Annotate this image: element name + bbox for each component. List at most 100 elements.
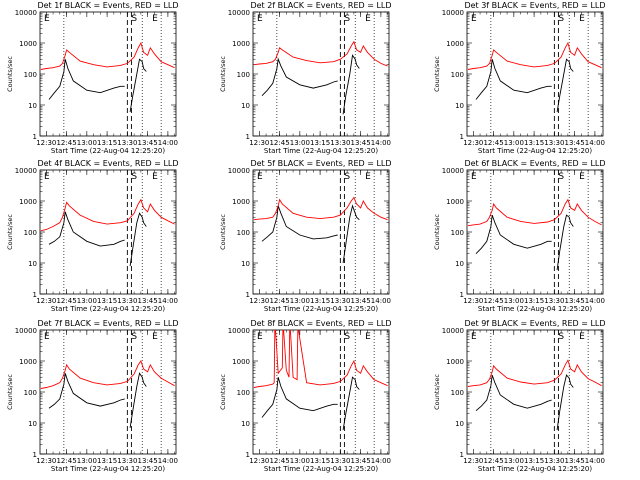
y-axis-label: Counts/sec bbox=[433, 56, 441, 92]
y-tick-label: 1 bbox=[33, 133, 37, 141]
event-rate-line bbox=[129, 372, 147, 428]
y-tick-label: 1 bbox=[460, 291, 464, 299]
y-tick-label: 1000 bbox=[19, 40, 37, 48]
x-axis-label: Start Time (22-Aug-04 12:25:20) bbox=[51, 305, 165, 313]
lld-rate-line bbox=[40, 41, 175, 70]
corner-mark: S bbox=[344, 14, 350, 24]
corner-mark: E bbox=[152, 14, 158, 24]
y-tick-label: 1000 bbox=[232, 358, 250, 366]
x-tick-label: 12:30 bbox=[249, 139, 269, 147]
x-tick-label: 12:30 bbox=[463, 139, 483, 147]
corner-mark: E bbox=[579, 14, 585, 24]
x-tick-label: 13:30 bbox=[330, 457, 350, 465]
panel-title: Det 9f BLACK = Events, RED = LLD bbox=[464, 319, 605, 328]
event-rate-line bbox=[342, 54, 360, 115]
event-rate-line bbox=[342, 204, 360, 264]
x-axis-label: Start Time (22-Aug-04 12:25:20) bbox=[51, 465, 165, 473]
plot-frame bbox=[252, 329, 390, 455]
y-axis-label: Counts/sec bbox=[6, 56, 14, 92]
x-tick-label: 13:00 bbox=[77, 457, 97, 465]
x-tick-label: 13:30 bbox=[117, 139, 137, 147]
x-tick-label: 12:30 bbox=[463, 297, 483, 305]
y-tick-label: 1000 bbox=[446, 198, 464, 206]
x-tick-label: 13:15 bbox=[97, 297, 117, 305]
y-tick-label: 100 bbox=[24, 229, 37, 237]
x-tick-label: 13:00 bbox=[290, 297, 310, 305]
plot-frame bbox=[39, 11, 177, 137]
x-tick-label: 12:45 bbox=[56, 297, 76, 305]
y-tick-label: 1000 bbox=[19, 358, 37, 366]
y-tick-label: 10 bbox=[28, 102, 37, 110]
event-rate-line bbox=[556, 374, 574, 430]
x-tick-label: 13:15 bbox=[97, 457, 117, 465]
x-tick-label: 13:45 bbox=[565, 139, 585, 147]
panel-title: Det 3f BLACK = Events, RED = LLD bbox=[464, 1, 605, 10]
corner-mark: S bbox=[344, 172, 350, 182]
corner-mark: E bbox=[44, 172, 50, 182]
y-tick-label: 100 bbox=[451, 229, 464, 237]
event-rate-line bbox=[129, 58, 147, 112]
panel: Det 9f BLACK = Events, RED = LLD 1 10 100 10… bbox=[433, 319, 606, 473]
lld-rate-line bbox=[467, 359, 602, 387]
y-tick-label: 1000 bbox=[232, 40, 250, 48]
x-axis-label: Start Time (22-Aug-04 12:25:20) bbox=[51, 147, 165, 155]
x-tick-label: 13:15 bbox=[310, 297, 330, 305]
event-rate-line bbox=[48, 59, 125, 100]
x-tick-label: 13:30 bbox=[330, 139, 350, 147]
x-tick-label: 13:00 bbox=[77, 297, 97, 305]
corner-mark: E bbox=[471, 172, 477, 182]
plot-frame bbox=[466, 11, 604, 137]
y-tick-label: 10 bbox=[455, 420, 464, 428]
x-tick-label: 12:30 bbox=[249, 297, 269, 305]
y-axis-label: Counts/sec bbox=[219, 374, 227, 410]
x-tick-label: 13:15 bbox=[524, 297, 544, 305]
y-tick-label: 10 bbox=[241, 420, 250, 428]
x-tick-label: 13:45 bbox=[565, 297, 585, 305]
lld-rate-line bbox=[253, 196, 388, 221]
corner-mark: E bbox=[257, 332, 263, 342]
event-rate-line bbox=[475, 59, 552, 100]
y-tick-label: 10000 bbox=[228, 9, 250, 17]
y-tick-label: 1000 bbox=[232, 198, 250, 206]
y-tick-label: 100 bbox=[237, 229, 250, 237]
y-tick-label: 10000 bbox=[228, 167, 250, 175]
x-tick-label: 13:15 bbox=[310, 457, 330, 465]
x-tick-label: 14:00 bbox=[585, 297, 605, 305]
panel: Det 7f BLACK = Events, RED = LLD 1 10 100 10… bbox=[6, 319, 179, 473]
x-tick-label: 12:30 bbox=[36, 139, 56, 147]
y-tick-label: 10000 bbox=[442, 327, 464, 335]
x-tick-label: 12:45 bbox=[483, 457, 503, 465]
x-axis-label: Start Time (22-Aug-04 12:25:20) bbox=[478, 147, 592, 155]
event-rate-line bbox=[261, 377, 338, 418]
y-tick-label: 1000 bbox=[19, 198, 37, 206]
corner-mark: E bbox=[257, 172, 263, 182]
lld-rate-line bbox=[40, 360, 175, 389]
panel: Det 5f BLACK = Events, RED = LLD 1 10 100 10… bbox=[219, 159, 392, 313]
panel-title: Det 2f BLACK = Events, RED = LLD bbox=[250, 1, 391, 10]
x-tick-label: 14:00 bbox=[585, 139, 605, 147]
y-axis-label: Counts/sec bbox=[433, 214, 441, 250]
y-tick-label: 100 bbox=[451, 389, 464, 397]
x-tick-label: 12:45 bbox=[483, 297, 503, 305]
event-rate-line bbox=[342, 376, 360, 430]
x-tick-label: 12:45 bbox=[269, 297, 289, 305]
plot-frame bbox=[252, 11, 390, 137]
y-tick-label: 10000 bbox=[442, 167, 464, 175]
event-rate-line bbox=[261, 205, 338, 242]
x-tick-label: 13:30 bbox=[117, 457, 137, 465]
x-tick-label: 14:00 bbox=[158, 457, 178, 465]
y-tick-label: 10 bbox=[455, 102, 464, 110]
x-tick-label: 13:45 bbox=[138, 297, 158, 305]
y-tick-label: 1 bbox=[33, 451, 37, 459]
event-rate-line bbox=[261, 57, 338, 97]
panel: Det 2f BLACK = Events, RED = LLD 1 10 100 10… bbox=[219, 1, 392, 155]
event-rate-line bbox=[556, 214, 574, 270]
x-tick-label: 12:30 bbox=[36, 297, 56, 305]
x-tick-label: 13:15 bbox=[97, 139, 117, 147]
panel-title: Det 4f BLACK = Events, RED = LLD bbox=[37, 159, 178, 168]
corner-mark: E bbox=[579, 332, 585, 342]
lld-rate-line bbox=[253, 40, 388, 67]
y-tick-label: 1 bbox=[246, 451, 250, 459]
x-tick-label: 12:30 bbox=[249, 457, 269, 465]
